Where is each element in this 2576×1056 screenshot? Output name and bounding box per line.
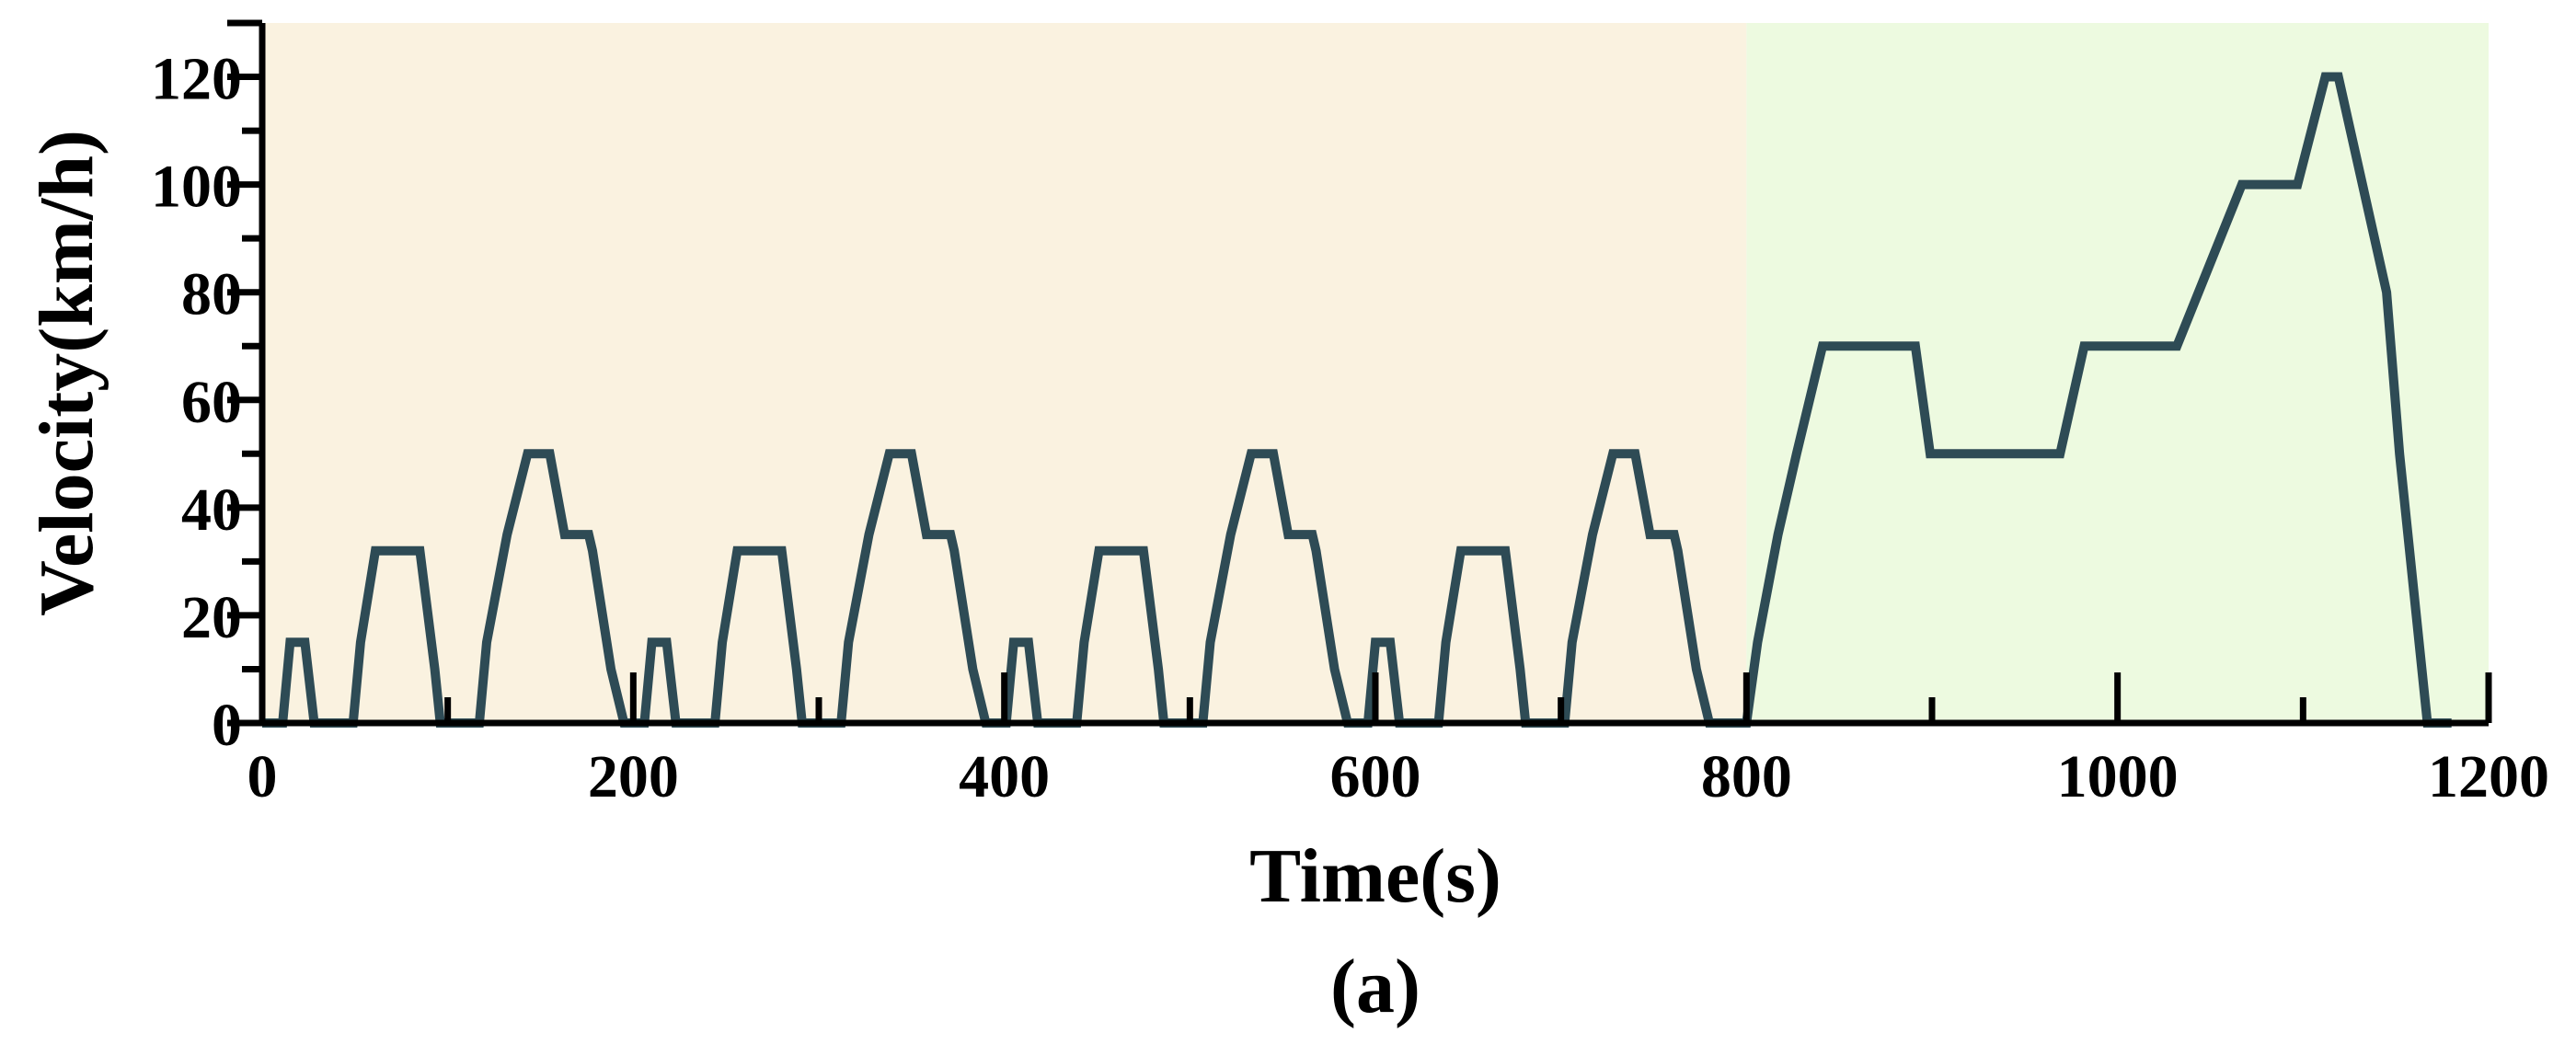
x-tick-label: 800 [1701, 743, 1792, 810]
y-tick-label: 20 [181, 584, 242, 651]
x-tick-label: 200 [588, 743, 679, 810]
x-tick-label: 600 [1330, 743, 1421, 810]
series-line-0 [262, 72, 2452, 728]
y-tick-label: 80 [181, 261, 242, 328]
series-group [262, 72, 2452, 728]
background-region-1 [1746, 23, 2489, 723]
y-tick-label: 60 [181, 369, 242, 436]
y-tick-label: 40 [181, 476, 242, 544]
y-tick-label: 0 [212, 692, 242, 759]
figure-caption: (a) [1330, 944, 1420, 1029]
y-tick-label: 120 [151, 46, 242, 113]
y-axis-label: Velocity(km/h) [24, 130, 109, 616]
x-tick-label: 0 [247, 743, 278, 810]
x-tick-label: 1200 [2428, 743, 2549, 810]
y-tick-label: 100 [151, 154, 242, 221]
x-tick-label: 1000 [2057, 743, 2179, 810]
x-axis-label: Time(s) [1249, 833, 1501, 919]
ticks [227, 19, 2492, 727]
x-tick-label: 400 [959, 743, 1050, 810]
background-region-0 [262, 23, 1747, 723]
background-regions [262, 23, 2489, 723]
